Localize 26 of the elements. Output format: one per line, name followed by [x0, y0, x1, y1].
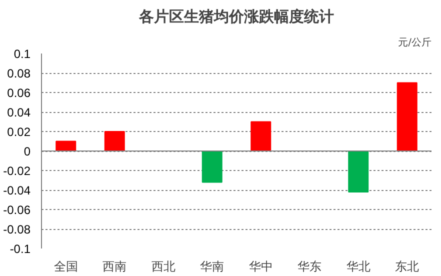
- bar: [104, 131, 125, 152]
- y-tick-label: 0.02: [7, 125, 31, 139]
- y-tick-label: -0.1: [10, 242, 31, 256]
- x-tick-label: 华中: [248, 260, 273, 274]
- x-tick-label: 全国: [54, 260, 78, 274]
- y-tick-label: 0.06: [7, 86, 31, 100]
- x-tick-label: 华东: [298, 260, 322, 274]
- x-tick-label: 华南: [200, 260, 224, 274]
- x-tick-label: 华北: [346, 260, 370, 274]
- y-tick-label: 0.04: [7, 106, 31, 120]
- y-tick-label: -0.08: [3, 222, 31, 236]
- chart-title: 各片区生猪均价涨跌幅度统计: [138, 8, 334, 26]
- y-tick-label: -0.02: [3, 164, 31, 178]
- bar: [348, 150, 369, 192]
- y-tick-label: 0.1: [14, 47, 31, 61]
- y-tick-label: 0: [24, 144, 31, 158]
- text: 元/公斤: [398, 36, 432, 48]
- y-tick-label: -0.04: [3, 184, 31, 198]
- bar: [396, 82, 418, 152]
- bar: [202, 150, 222, 183]
- x-tick-label: 西北: [151, 260, 176, 274]
- y-tick-label: 0.08: [7, 66, 31, 80]
- bar: [250, 121, 272, 152]
- x-tick-label: 东北: [395, 260, 420, 274]
- y-tick-label: -0.06: [3, 203, 31, 217]
- x-tick-label: 西南: [102, 260, 127, 274]
